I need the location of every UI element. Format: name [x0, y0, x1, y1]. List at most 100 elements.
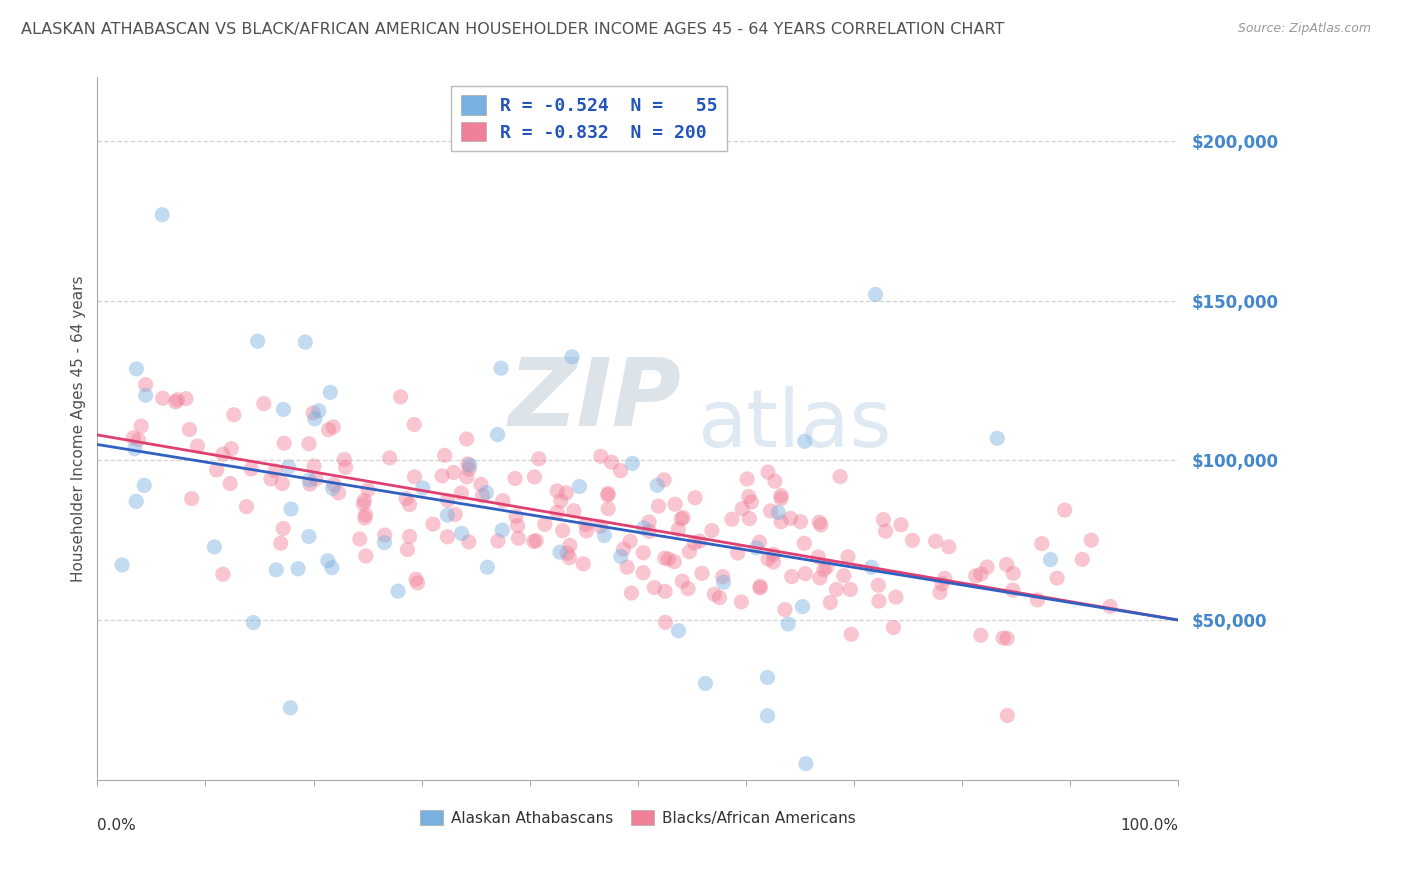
- Point: [890, 517, 912, 532]
- Point: [1080, 533, 1102, 548]
- Point: [884, 590, 907, 604]
- Point: [270, 536, 292, 550]
- Point: [412, 481, 434, 495]
- Legend: Alaskan Athabascans, Blacks/African Americans: Alaskan Athabascans, Blacks/African Amer…: [413, 804, 862, 831]
- Point: [395, 491, 418, 506]
- Point: [678, 545, 700, 559]
- Point: [436, 493, 458, 508]
- Point: [749, 579, 772, 593]
- Point: [352, 497, 374, 511]
- Point: [652, 473, 675, 487]
- Point: [868, 578, 890, 592]
- Point: [475, 485, 498, 500]
- Point: [813, 563, 835, 577]
- Point: [672, 510, 695, 524]
- Point: [486, 427, 509, 442]
- Point: [668, 624, 690, 638]
- Point: [387, 584, 409, 599]
- Point: [689, 534, 711, 549]
- Point: [354, 549, 377, 563]
- Point: [457, 457, 479, 471]
- Point: [373, 535, 395, 549]
- Point: [555, 546, 578, 560]
- Point: [357, 483, 380, 497]
- Point: [322, 420, 344, 434]
- Point: [456, 432, 478, 446]
- Point: [242, 615, 264, 630]
- Point: [470, 477, 492, 491]
- Point: [731, 501, 754, 516]
- Point: [976, 560, 998, 574]
- Point: [1002, 566, 1025, 581]
- Point: [260, 472, 283, 486]
- Point: [558, 539, 581, 553]
- Point: [354, 508, 377, 522]
- Point: [404, 417, 426, 432]
- Point: [778, 617, 800, 632]
- Point: [1031, 537, 1053, 551]
- Point: [527, 451, 550, 466]
- Point: [562, 504, 585, 518]
- Point: [631, 566, 654, 580]
- Point: [600, 455, 623, 469]
- Point: [875, 524, 897, 539]
- Point: [572, 557, 595, 571]
- Point: [756, 552, 779, 566]
- Point: [616, 560, 638, 574]
- Point: [620, 586, 643, 600]
- Point: [839, 582, 862, 597]
- Point: [318, 423, 340, 437]
- Point: [872, 513, 894, 527]
- Point: [756, 708, 779, 723]
- Point: [794, 756, 817, 771]
- Point: [839, 627, 862, 641]
- Point: [298, 477, 321, 491]
- Text: 0.0%: 0.0%: [97, 818, 136, 833]
- Point: [792, 599, 814, 614]
- Point: [457, 462, 479, 476]
- Point: [683, 491, 706, 505]
- Point: [654, 551, 676, 566]
- Point: [770, 489, 793, 503]
- Point: [506, 518, 529, 533]
- Point: [664, 497, 686, 511]
- Point: [124, 442, 146, 456]
- Point: [219, 476, 242, 491]
- Point: [700, 524, 723, 538]
- Point: [762, 547, 785, 561]
- Point: [450, 526, 472, 541]
- Point: [491, 523, 513, 537]
- Point: [458, 458, 481, 473]
- Point: [406, 576, 429, 591]
- Point: [558, 550, 581, 565]
- Point: [436, 530, 458, 544]
- Point: [695, 676, 717, 690]
- Point: [793, 536, 815, 550]
- Point: [492, 493, 515, 508]
- Point: [135, 377, 157, 392]
- Point: [271, 476, 294, 491]
- Point: [986, 431, 1008, 445]
- Point: [709, 591, 731, 605]
- Point: [654, 615, 676, 630]
- Point: [186, 439, 208, 453]
- Point: [575, 517, 598, 532]
- Point: [319, 385, 342, 400]
- Point: [125, 362, 148, 376]
- Point: [1039, 552, 1062, 566]
- Point: [302, 406, 325, 420]
- Point: [808, 515, 831, 529]
- Point: [793, 434, 815, 449]
- Point: [302, 458, 325, 473]
- Point: [589, 449, 612, 463]
- Point: [991, 631, 1014, 645]
- Point: [396, 542, 419, 557]
- Point: [450, 486, 472, 500]
- Point: [1046, 571, 1069, 585]
- Point: [810, 518, 832, 533]
- Point: [551, 524, 574, 538]
- Point: [221, 442, 243, 456]
- Point: [322, 482, 344, 496]
- Point: [1099, 599, 1122, 614]
- Point: [444, 508, 467, 522]
